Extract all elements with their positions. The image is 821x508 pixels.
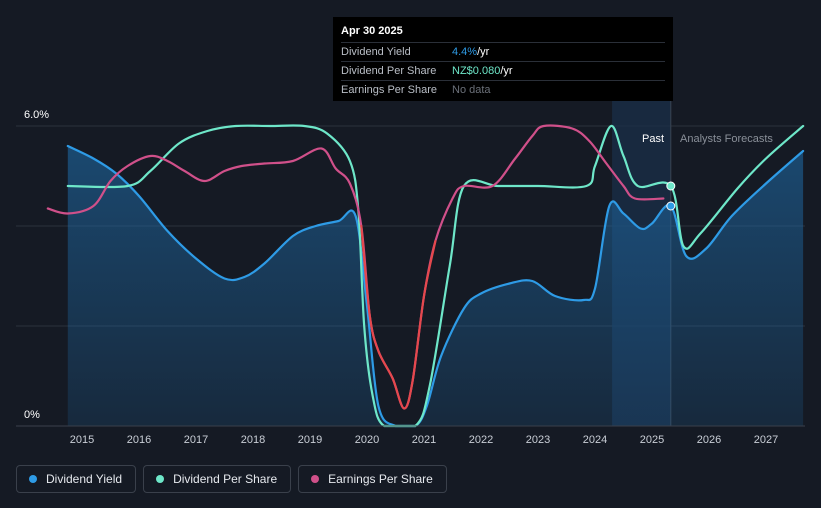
tooltip-row-earnings-per-share: Earnings Per Share No data [341,80,665,99]
x-tick-label: 2024 [583,434,607,446]
tooltip-label: Earnings Per Share [341,84,437,96]
x-tick-label: 2020 [355,434,379,446]
tooltip-value: No data [452,84,491,96]
legend-item-earnings-per-share[interactable]: Earnings Per Share [298,465,447,493]
x-tick-label: 2022 [469,434,493,446]
y-tick-label-top: 6.0% [24,109,49,121]
tooltip-value: 4.4% [452,46,478,58]
tooltip-unit: /yr [500,65,513,77]
legend-item-dividend-yield[interactable]: Dividend Yield [16,465,137,493]
x-tick-label: 2015 [70,434,94,446]
x-tick-label: 2017 [184,434,208,446]
legend-label: Dividend Per Share [173,472,278,486]
dividend-per-share-marker[interactable] [666,181,676,191]
tooltip-unit: /yr [477,46,490,58]
dividend-yield-line [66,144,805,428]
chart-tooltip: Apr 30 2025 Dividend Yield 4.4% /yr Divi… [333,17,673,101]
x-tick-label: 2027 [754,434,778,446]
tooltip-date: Apr 30 2025 [341,25,403,37]
earnings-per-share-decline-line [360,224,437,410]
series-markers [666,181,676,211]
x-tick-label: 2026 [697,434,721,446]
x-tick-label: 2018 [241,434,265,446]
legend-dot-icon [29,475,37,483]
tooltip-value: NZ$0.080 [452,65,501,77]
legend-dot-icon [311,475,320,483]
dividend-yield-marker[interactable] [666,201,676,211]
x-axis: 2015 2016 2017 2018 2019 2020 2021 2022 2023 2024… [16,425,805,446]
y-tick-label-bottom: 0% [24,409,40,421]
x-tick-label: 2016 [127,434,151,446]
chart-legend: Dividend Yield Dividend Per Share Earnin… [16,465,447,493]
tooltip-row-dividend-per-share: Dividend Per Share NZ$0.080 /yr [341,61,665,80]
x-tick-label: 2025 [640,434,664,446]
area-fills [67,146,804,426]
x-tick-label: 2019 [298,434,322,446]
tooltip-label: Dividend Yield [341,46,411,58]
x-tick-label: 2021 [412,434,436,446]
legend-dot-icon [156,475,165,483]
x-tick-label: 2023 [526,434,550,446]
legend-label: Dividend Yield [46,472,123,486]
legend-item-dividend-per-share[interactable]: Dividend Per Share [143,465,292,493]
tooltip-row-dividend-yield: Dividend Yield 4.4% /yr [341,42,665,61]
dividend-yield-area [67,146,804,426]
forecast-label: Analysts Forecasts [680,133,773,145]
tooltip-label: Dividend Per Share [341,65,437,77]
legend-label: Earnings Per Share [328,472,433,486]
past-label: Past [642,133,664,145]
